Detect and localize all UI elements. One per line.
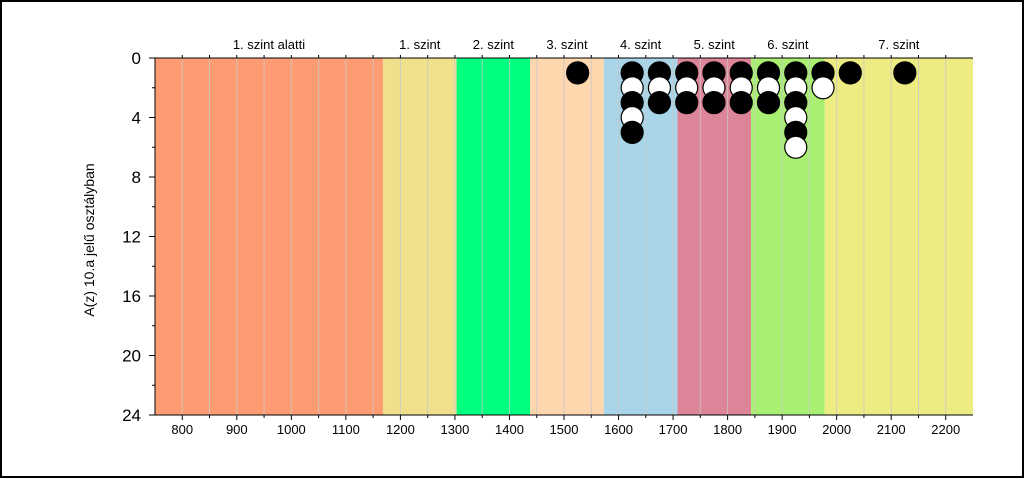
y-tick-label: 20 — [122, 347, 141, 366]
level-labels: 1. szint alatti 1. szint 2. szint 3. szint 4… — [233, 37, 920, 52]
data-point — [566, 61, 590, 85]
y-tick-label: 0 — [132, 49, 141, 68]
x-tick-label: 1800 — [713, 422, 742, 437]
data-point — [784, 135, 808, 159]
x-tick-label: 2000 — [822, 422, 851, 437]
axes: 800 900 1000 1100 1200 1300 1400 1500 1600 1700 18… — [122, 49, 973, 437]
data-points — [566, 61, 917, 159]
x-tick-label: 2100 — [877, 422, 906, 437]
x-tick-label: 1600 — [604, 422, 633, 437]
data-point — [675, 91, 699, 115]
data-point — [756, 91, 781, 115]
y-tick-label: 4 — [132, 109, 141, 128]
x-tick-label: 800 — [171, 422, 193, 437]
y-tick-label: 16 — [122, 287, 141, 306]
x-tick-label: 1000 — [277, 422, 306, 437]
data-point — [702, 91, 726, 115]
level-band-8 — [824, 58, 973, 415]
data-point — [647, 91, 672, 115]
level-label-7: 6. szint — [767, 37, 809, 52]
x-tick-label: 1400 — [495, 422, 524, 437]
y-tick-label: 8 — [132, 168, 141, 187]
x-tick-label: 1700 — [659, 422, 688, 437]
data-point — [729, 91, 753, 115]
vertical-gridlines — [181, 58, 947, 415]
level-label-5: 4. szint — [620, 37, 662, 52]
level-label-2: 1. szint — [399, 37, 441, 52]
level-label-8: 7. szint — [878, 37, 920, 52]
level-band-2 — [382, 58, 457, 415]
data-point — [620, 120, 644, 144]
level-label-4: 3. szint — [546, 37, 588, 52]
x-tick-label: 1300 — [440, 422, 469, 437]
x-tick-label: 1100 — [332, 422, 360, 437]
level-band-6 — [677, 58, 752, 415]
level-band-3 — [456, 58, 531, 415]
x-tick-label: 900 — [226, 422, 248, 437]
y-tick-label: 12 — [122, 228, 141, 247]
level-label-1: 1. szint alatti — [233, 37, 305, 52]
x-tick-label: 1200 — [386, 422, 415, 437]
x-tick-label: 2200 — [931, 422, 960, 437]
y-tick-label: 24 — [122, 406, 141, 425]
level-label-3: 2. szint — [473, 37, 515, 52]
x-tick-label: 1500 — [550, 422, 579, 437]
data-point — [811, 76, 835, 100]
level-label-6: 5. szint — [694, 37, 736, 52]
level-band-4 — [530, 58, 604, 415]
y-axis-label: A(z) 10.a jelű osztályban — [81, 163, 97, 316]
level-band-1 — [155, 58, 383, 415]
data-point — [893, 61, 917, 85]
x-tick-label: 1900 — [768, 422, 797, 437]
data-point — [838, 61, 862, 85]
